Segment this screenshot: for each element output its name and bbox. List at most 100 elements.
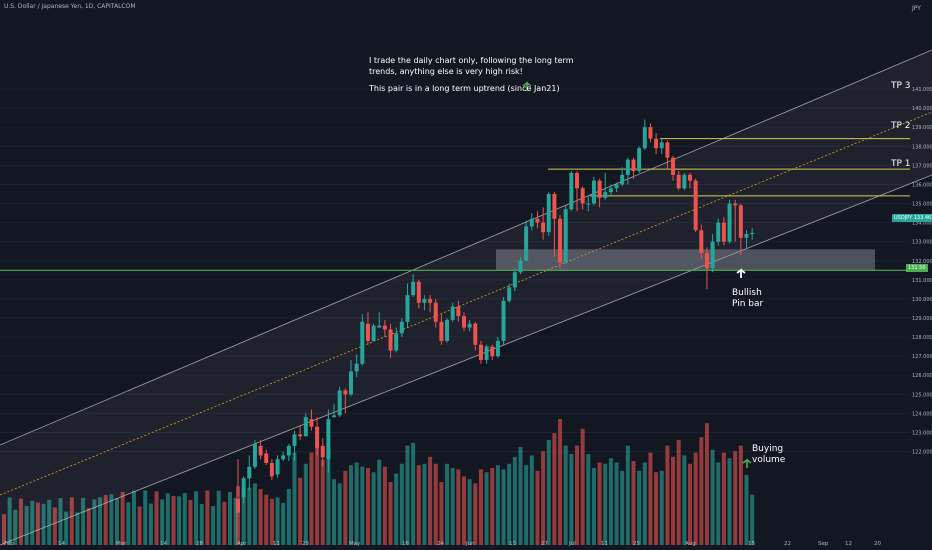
uptrend-arrow-icon [522,81,532,91]
candle-body [507,287,512,301]
trade-note-line2: trends, anything else is very high risk! [369,67,523,76]
candle-body [710,241,715,269]
volume-bar [252,483,257,545]
volume-bar [205,490,210,545]
volume-bar [332,479,337,545]
candle-body [721,222,726,242]
volume-bar [320,459,325,545]
x-tick-label: 25 [633,541,640,547]
volume-bar [490,468,495,545]
candle-body [727,203,732,242]
trade-note-line1: I trade the daily chart only, following … [369,56,574,65]
y-tick-label: 138.000 [912,144,932,150]
volume-bar [137,506,142,545]
y-tick-label: 126.000 [912,373,932,379]
volume-bar [13,509,18,545]
volume-bar [52,507,57,545]
volume-bar [103,494,108,545]
volume-bar [580,428,585,545]
volume-bar [727,458,732,545]
volume-bar [115,498,119,545]
volume-bar [58,498,63,545]
y-tick-label: 136.000 [912,182,932,188]
volume-bars [2,419,755,545]
volume-bar [286,489,291,545]
x-tick-label: Sep [818,541,829,547]
volume-bar [654,472,659,545]
arrows [522,81,752,468]
x-tick-label: Mar [116,541,127,547]
volume-bar [337,483,342,545]
candle-body [478,344,483,360]
volume-bar [693,452,698,545]
candle-body [535,218,540,223]
candle-body [422,298,427,303]
candle-body [541,222,546,233]
volume-bar [86,508,91,545]
volume-bar [558,419,563,545]
y-tick-label: 133.000 [912,240,932,246]
volume-bar [518,447,523,545]
volume-bar [467,479,472,545]
volume-bar [733,451,738,545]
volume-bar [326,444,331,545]
volume-bar [126,502,131,545]
y-tick-label: 129.000 [912,316,932,322]
candle-body [462,316,466,328]
volume-bar [665,445,670,545]
candle-body [377,325,382,328]
volume-bar [603,463,608,545]
candle-body [631,159,636,172]
demand-zone [496,249,875,271]
demand-zone-rect [496,249,875,271]
x-tick-label: 11 [273,541,280,547]
volume-bar [247,487,252,545]
volume-bar [160,499,165,545]
volume-bar [439,482,444,545]
candle-body [744,234,749,238]
candle-body [343,390,348,395]
volume-bar [682,455,687,545]
candle-body [467,323,472,328]
support-price-tag: 131.50 [906,264,928,272]
x-tick-label: 11 [601,541,608,547]
target-levels [0,138,910,271]
pin-bar-arrow-icon [736,268,746,278]
volume-bar [211,506,216,545]
volume-bar [676,440,681,545]
volume-bar [462,476,466,545]
volume-bar [388,482,393,545]
volume-bar [512,456,517,545]
y-tick-label: 137.000 [912,163,932,169]
candle-body [388,329,393,351]
volume-bar [535,470,540,545]
volume-bar [699,437,704,545]
x-tick-label: Jun [465,541,475,547]
volume-label-1: Buying [752,444,784,454]
candle-body [428,298,433,303]
candle-body [558,218,563,263]
candle-body [258,445,263,456]
volume-bar [625,445,630,545]
volume-bar [298,477,303,545]
volume-bar [620,470,625,545]
volume-bar [69,497,74,545]
x-tick-label: Apr [237,541,247,547]
volume-bar [64,511,69,545]
candle-body [529,218,534,227]
volume-bar [716,462,721,545]
candle-body [733,203,738,206]
volume-bar [456,469,461,545]
volume-bar [433,463,438,545]
candle-body [399,321,404,334]
volume-bar [303,463,308,545]
candle-body [671,157,676,175]
candle-body [518,260,523,273]
candle-body [332,415,337,418]
volume-bar [143,490,148,545]
candle-body [637,148,642,172]
volume-bar [269,498,274,545]
candles [236,119,755,513]
candle-body [654,138,659,149]
